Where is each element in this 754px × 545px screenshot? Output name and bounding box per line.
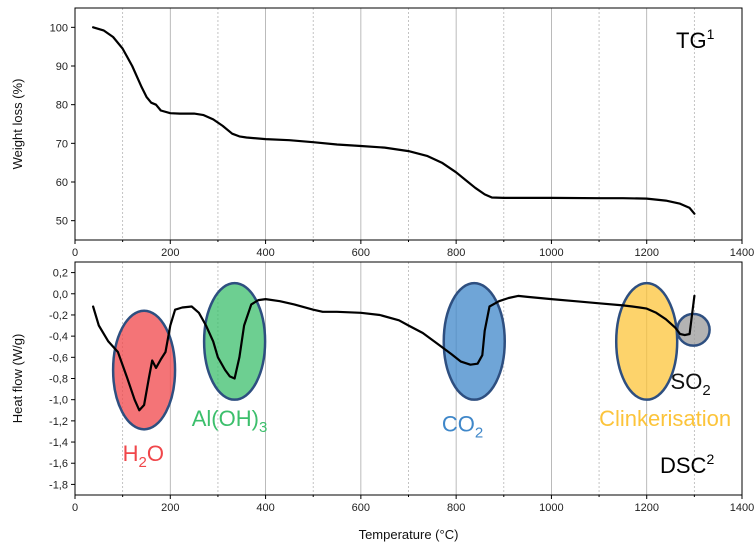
tg-x-tick-label: 1000 [539,247,563,259]
dsc-y-tick-label: -1,0 [49,395,68,407]
dsc-y-tick-label: -0,6 [49,352,68,364]
clinker-ellipse [614,281,679,401]
co2-label: CO2 [442,411,483,441]
tg-y-axis-title: Weight loss (%) [10,79,25,170]
tg-x-tick-label: 800 [447,247,465,259]
so2-label: SO2 [671,369,711,399]
co2-ellipse [442,281,506,401]
dsc-x-tick-label: 200 [161,502,179,514]
dsc-x-tick-label: 0 [72,502,78,514]
so2-ellipse [675,312,711,347]
aloh3-label: Al(OH)3 [192,406,268,436]
tg-x-tick-label: 1400 [730,247,754,259]
dsc-y-tick-label: -0,4 [49,331,68,343]
dsc-x-tick-label: 1000 [539,502,563,514]
tg-x-tick-label: 400 [256,247,274,259]
dsc-panel-label: DSC2 [660,451,714,478]
tg-y-tick-label: 100 [50,22,68,34]
tg-y-tick-label: 50 [56,216,68,228]
tg-y-tick-label: 90 [56,61,68,73]
aloh3-ellipse [202,281,267,401]
tg-x-tick-label: 1200 [634,247,658,259]
dsc-x-tick-label: 1200 [634,502,658,514]
dsc-x-tick-label: 400 [256,502,274,514]
dsc-y-axis-title: Heat flow (W/g) [10,334,25,424]
clinker-label: Clinkerisation [599,406,731,431]
h2o-ellipse [111,309,177,431]
dsc-y-tick-label: 0,0 [53,289,68,301]
dsc-y-tick-label: 0,2 [53,268,68,280]
tg-x-tick-label: 600 [352,247,370,259]
tg-y-tick-label: 80 [56,100,68,112]
dsc-y-tick-label: -1,6 [49,458,68,470]
dsc-y-tick-label: -1,2 [49,416,68,428]
h2o-label: H2O [123,441,164,471]
dsc-y-tick-label: -0,2 [49,310,68,322]
dsc-x-tick-label: 1400 [730,502,754,514]
dsc-panel: 0 200 400 600 800 1000 1200 1400 0,2 0,0 -0,2 -0,4 -… [10,261,754,542]
tg-series-line [91,26,696,215]
dsc-x-tick-label: 600 [352,502,370,514]
dsc-y-tick-label: -0,8 [49,374,68,386]
tg-y-tick-label: 70 [56,138,68,150]
tg-x-tick-label: 0 [72,247,78,259]
dsc-series-line [91,294,696,412]
dsc-x-tick-label: 800 [447,502,465,514]
tg-x-tick-label: 200 [161,247,179,259]
tg-panel: 0 200 400 600 800 1000 1200 1400 50 60 70 80 90 100 We… [10,7,754,259]
dsc-y-tick-label: -1,8 [49,479,68,491]
tg-y-tick-label: 60 [56,177,68,189]
dsc-x-axis-title: Temperature (°C) [359,527,459,542]
dsc-y-tick-label: -1,4 [49,437,68,449]
tg-panel-label: TG1 [676,26,715,53]
